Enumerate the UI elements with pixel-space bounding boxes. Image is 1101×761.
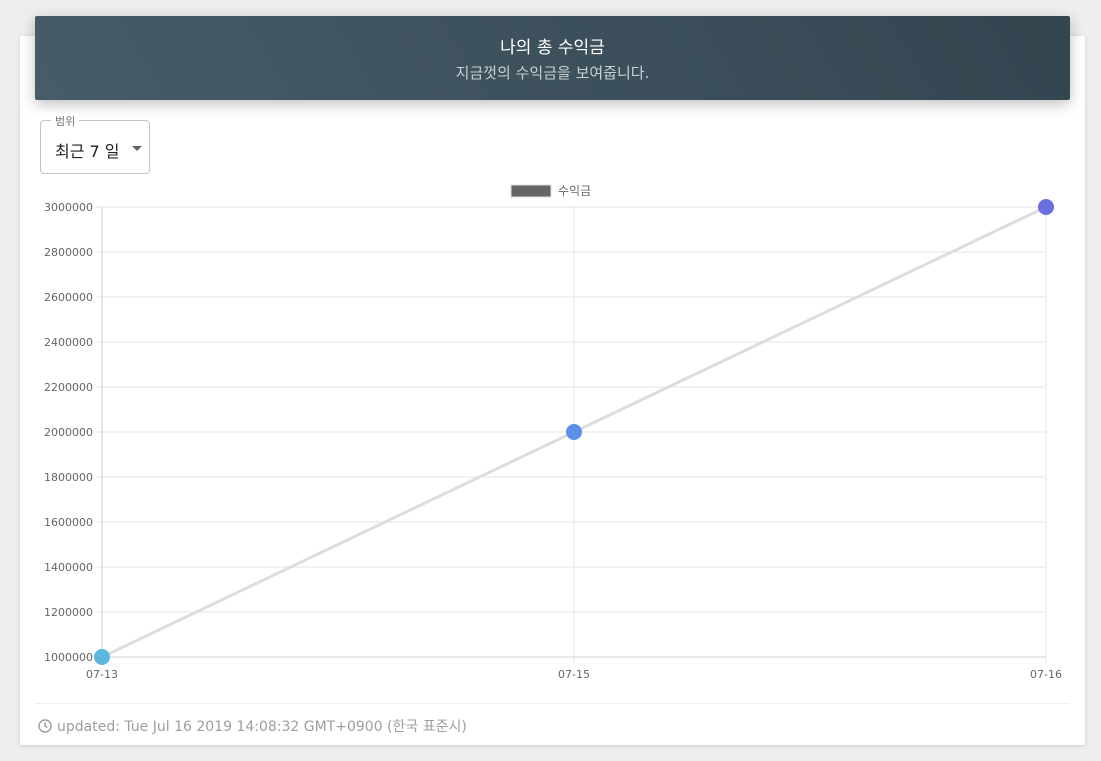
- range-label: 범위: [51, 113, 80, 129]
- card-subtitle: 지금껏의 수익금을 보여줍니다.: [455, 64, 650, 82]
- y-tick-label: 2400000: [44, 336, 93, 349]
- data-point[interactable]: [1038, 199, 1054, 215]
- revenue-card: [20, 36, 1085, 745]
- data-point[interactable]: [566, 424, 582, 440]
- range-selected-value: 최근 7 일: [55, 142, 120, 161]
- y-tick-label: 3000000: [44, 201, 93, 214]
- card-title: 나의 총 수익금: [500, 38, 605, 58]
- footer-divider: [35, 703, 1070, 704]
- x-tick-label: 07-16: [1030, 668, 1062, 681]
- range-select[interactable]: 범위 최근 7 일: [40, 113, 150, 174]
- x-tick-label: 07-15: [558, 668, 590, 681]
- y-tick-label: 1600000: [44, 516, 93, 529]
- y-tick-label: 1400000: [44, 561, 93, 574]
- y-tick-label: 1800000: [44, 471, 93, 484]
- y-tick-label: 1000000: [44, 651, 93, 664]
- card-header: 나의 총 수익금 지금껏의 수익금을 보여줍니다.: [35, 16, 1070, 100]
- data-point[interactable]: [94, 649, 110, 665]
- legend-label: 수익금: [558, 184, 591, 198]
- card-footer: updated: Tue Jul 16 2019 14:08:32 GMT+09…: [38, 716, 467, 736]
- y-tick-label: 2200000: [44, 381, 93, 394]
- updated-timestamp: updated: Tue Jul 16 2019 14:08:32 GMT+09…: [57, 719, 467, 735]
- y-tick-label: 2600000: [44, 291, 93, 304]
- x-tick-label: 07-13: [86, 668, 118, 681]
- y-tick-label: 1200000: [44, 606, 93, 619]
- y-tick-label: 2800000: [44, 246, 93, 259]
- legend-swatch: [510, 184, 552, 198]
- y-tick-label: 2000000: [44, 426, 93, 439]
- clock-icon: [38, 719, 52, 733]
- dropdown-arrow-icon: [132, 146, 142, 151]
